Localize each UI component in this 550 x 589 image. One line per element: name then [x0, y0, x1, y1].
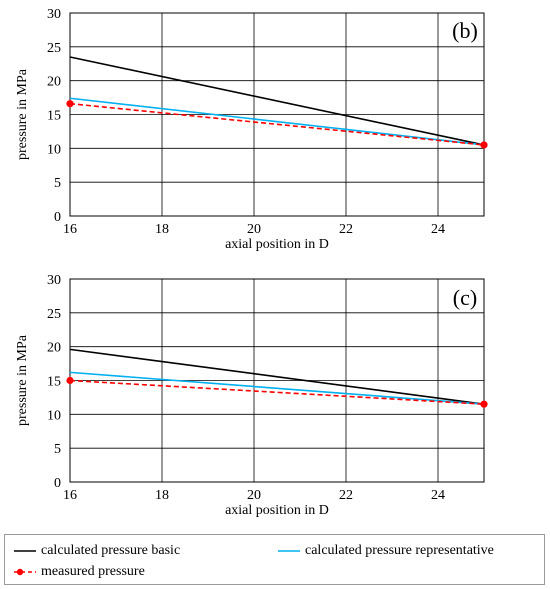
panel-b-xtick-label: 24	[431, 222, 445, 237]
panel-c-ytick-label: 20	[47, 341, 61, 356]
panel-b-series-marker-2	[480, 141, 488, 149]
panel-c-xtick-label: 24	[431, 488, 445, 503]
legend-label-measured: measured pressure	[41, 564, 145, 579]
legend-item-representative: calculated pressure representative	[277, 541, 494, 561]
panel-c-label: (c)	[453, 285, 477, 310]
panel-b-ytick-label: 0	[54, 210, 61, 225]
panel-b-label: (b)	[452, 18, 478, 43]
legend-label-basic: calculated pressure basic	[41, 543, 181, 558]
panel-b-xtick-label: 22	[339, 222, 353, 237]
panel-b-series-line-2	[69, 102, 485, 146]
panel-b-frame	[69, 12, 485, 217]
legend-swatch-representative	[278, 550, 300, 552]
panel-c-ytick-label: 0	[54, 476, 61, 491]
legend-swatch-measured	[14, 568, 36, 576]
panel-b-series-line-1	[69, 97, 485, 146]
panel-b-xtick-label: 20	[247, 222, 261, 237]
panel-c-ytick-label: 10	[47, 408, 61, 423]
panel-c-series-marker-2	[480, 400, 488, 408]
panel-b-xtick-label: 16	[63, 222, 77, 237]
panel-c-xtick-label: 16	[63, 488, 77, 503]
panel-b-ytick-label: 30	[47, 7, 61, 22]
panel-c-ytick-label: 5	[54, 442, 61, 457]
panel-b-ytick-label: 20	[47, 75, 61, 90]
panel-b-ytick-label: 10	[47, 142, 61, 157]
panel-b-series-line-0	[69, 56, 485, 146]
panel-b-xlabel: axial position in D	[225, 237, 329, 252]
panel-b-xtick-label: 18	[155, 222, 169, 237]
panel-c-series-line-0	[69, 348, 485, 405]
panel-c-series-line-2	[69, 379, 485, 405]
panel-c-xtick-label: 22	[339, 488, 353, 503]
legend-item-basic: calculated pressure basic	[13, 541, 180, 561]
panel-b-ylabel: pressure in MPa	[15, 68, 30, 160]
panel-b-ytick-label: 5	[54, 176, 61, 191]
legend-item-measured: measured pressure	[13, 562, 145, 582]
panel-c-ytick-label: 25	[47, 307, 61, 322]
figure: 0 5 10 15 20 25 30 16 18 20 22 24 axial position in …	[15, 7, 488, 518]
panel-c-series-marker-2	[66, 376, 74, 385]
panel-c-ylabel: pressure in MPa	[15, 334, 30, 426]
panel-b-series-marker-2	[66, 100, 74, 108]
legend-swatch-basic	[14, 550, 36, 552]
panel-c-ytick-label: 30	[47, 273, 61, 288]
panel-b-ytick-label: 25	[47, 41, 61, 56]
panel-c-xtick-label: 20	[247, 488, 261, 503]
panel-c-ytick-label: 15	[47, 375, 61, 390]
legend-label-representative: calculated pressure representative	[305, 543, 494, 558]
panel-c-xlabel: axial position in D	[225, 503, 329, 518]
legend: calculated pressure basic calculated pre…	[4, 534, 545, 585]
panel-b-ytick-label: 15	[47, 109, 61, 124]
panel-c-series-line-1	[69, 371, 485, 405]
panel-c-xtick-label: 18	[155, 488, 169, 503]
